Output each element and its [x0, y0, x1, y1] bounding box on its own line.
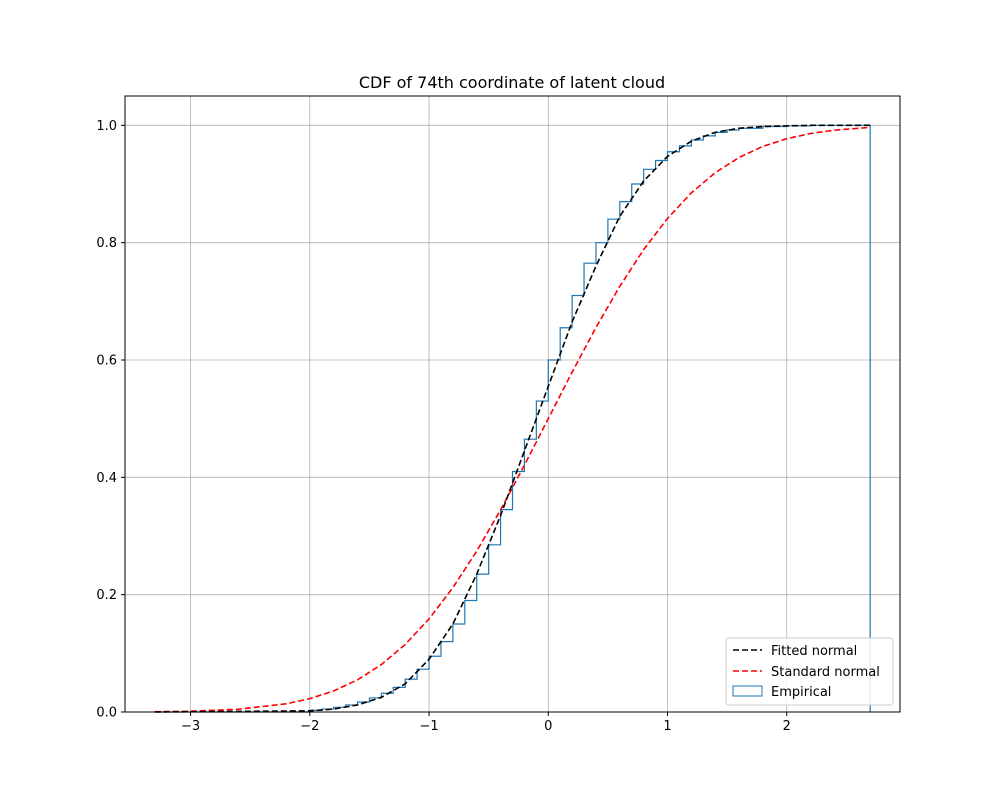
y-tick-label: 1.0	[96, 119, 117, 134]
series-fitted-normal	[154, 124, 871, 713]
y-tick-label: 0.2	[96, 588, 117, 603]
y-tick-label: 0.0	[96, 706, 117, 721]
x-tick-label: −3	[181, 719, 200, 734]
axis-ticks: −3 −2 −1 0 1 2 0.0 0.2 0.4 0.6 0.8 1.0	[96, 119, 791, 734]
legend: Fitted normal Standard normal Empirical	[725, 637, 894, 706]
y-tick-label: 0.8	[96, 236, 117, 251]
legend-label-fitted-normal: Fitted normal	[771, 644, 857, 659]
legend-label-empirical: Empirical	[771, 685, 831, 700]
plot-frame	[124, 95, 901, 713]
x-tick-label: 1	[663, 719, 671, 734]
y-tick-label: 0.4	[96, 471, 117, 486]
series-empirical	[154, 124, 871, 713]
grid-lines	[125, 96, 900, 713]
legend-swatch-empirical	[732, 685, 763, 697]
chart-title: CDF of 74th coordinate of latent cloud	[359, 73, 665, 92]
y-tick-label: 0.6	[96, 354, 117, 369]
series-layer	[154, 124, 871, 713]
legend-label-standard-normal: Standard normal	[771, 665, 880, 680]
series-standard-normal	[154, 126, 871, 713]
legend-frame	[725, 637, 894, 706]
x-tick-label: −2	[300, 719, 319, 734]
x-tick-label: −1	[419, 719, 438, 734]
x-tick-label: 2	[783, 719, 791, 734]
x-tick-label: 0	[544, 719, 552, 734]
